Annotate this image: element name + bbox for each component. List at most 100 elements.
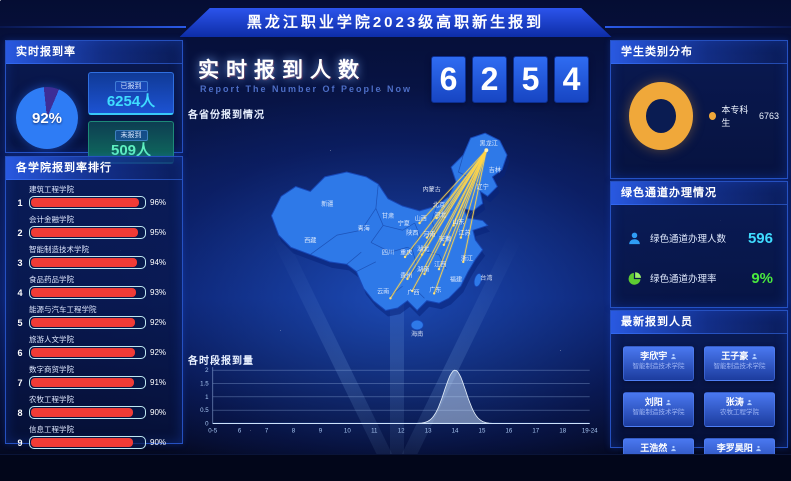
college-rank-row: 智能制造技术学院 3 94% bbox=[15, 245, 173, 269]
rank-number: 1 bbox=[17, 197, 23, 208]
rank-number: 9 bbox=[17, 437, 23, 448]
rank-percent: 93% bbox=[150, 288, 167, 297]
rank-bar-track bbox=[29, 346, 146, 359]
rank-bar-fill bbox=[31, 318, 135, 327]
college-rank-row: 能源与汽车工程学院 5 92% bbox=[15, 305, 173, 329]
x-tick-label: 16 bbox=[505, 428, 512, 435]
province-label: 辽宁 bbox=[477, 183, 489, 191]
person-name: 王浩然 bbox=[624, 442, 693, 454]
x-tick-label: 19-24 bbox=[582, 428, 598, 435]
province-label: 新疆 bbox=[321, 200, 333, 208]
pie-icon bbox=[628, 271, 642, 285]
unregistered-value: 509人 bbox=[110, 142, 152, 159]
student-icon bbox=[747, 399, 753, 406]
registered-stat-box: 已报到 6254人 bbox=[88, 72, 174, 115]
college-rank-row: 食品药品学院 4 93% bbox=[15, 275, 173, 299]
flow-line bbox=[407, 149, 487, 280]
x-tick-label: 9 bbox=[319, 428, 323, 435]
college-name: 农牧工程学院 bbox=[29, 395, 74, 404]
panel-student-category: 学生类别分布 本专科生 6763 bbox=[610, 40, 788, 179]
rank-bar-fill bbox=[31, 198, 140, 207]
rank-bar-track bbox=[29, 316, 146, 329]
rank-bar-track bbox=[29, 256, 146, 269]
flow-line bbox=[460, 150, 487, 238]
registered-value: 6254人 bbox=[106, 93, 156, 110]
person-name: 刘阳 bbox=[624, 396, 693, 408]
category-legend-item[interactable]: 本专科生 6763 bbox=[709, 103, 779, 129]
province-label: 山西 bbox=[415, 215, 427, 223]
y-tick-label: 0.5 bbox=[200, 407, 209, 414]
header-bar: 黑龙江职业学院2023级高职新生报到 bbox=[0, 5, 791, 39]
flow-endpoint-dot bbox=[418, 221, 421, 225]
rank-bar-fill bbox=[31, 438, 133, 447]
green-channel-rate-label: 绿色通道办理率 bbox=[650, 274, 717, 285]
center-subtitle: Report The Number Of People Now bbox=[200, 84, 413, 94]
college-name: 数字商贸学院 bbox=[29, 365, 74, 374]
panel-green-channel: 绿色通道办理情况 绿色通道办理人数 596 绿色通道办理率 9% bbox=[610, 181, 788, 308]
rank-bar-fill bbox=[31, 408, 133, 417]
rank-bar-fill bbox=[31, 228, 139, 237]
flow-origin-dot bbox=[484, 148, 489, 153]
latest-person-card[interactable]: 王子豪 智能制造技术学院 bbox=[704, 346, 775, 381]
province-label: 北京 bbox=[433, 201, 445, 209]
rank-bar-track bbox=[29, 376, 146, 389]
rank-bar-fill bbox=[31, 288, 137, 297]
province-label: 河北 bbox=[434, 211, 446, 219]
college-rank-row: 建筑工程学院 1 96% bbox=[15, 185, 173, 209]
college-rank-row: 数字商贸学院 7 91% bbox=[15, 365, 173, 389]
province-label: 重庆 bbox=[400, 249, 412, 257]
flow-endpoint-dot bbox=[462, 260, 465, 264]
rank-percent: 90% bbox=[150, 408, 167, 417]
rank-bar-fill bbox=[31, 348, 135, 357]
latest-person-card[interactable]: 张涛 农牧工程学院 bbox=[704, 392, 775, 427]
rank-bar-track bbox=[29, 406, 146, 419]
province-label: 四川 bbox=[382, 250, 394, 257]
rank-number: 8 bbox=[17, 407, 23, 418]
province-label: 贵州 bbox=[400, 272, 412, 280]
rank-number: 2 bbox=[17, 227, 23, 238]
footer-strip bbox=[0, 454, 791, 481]
flow-line bbox=[411, 149, 487, 292]
x-tick-label: 6 bbox=[238, 428, 242, 435]
x-tick-label: 14 bbox=[452, 428, 459, 435]
counter-digit: 4 bbox=[554, 56, 589, 103]
flow-endpoint-dot bbox=[411, 289, 414, 293]
rank-bar-track bbox=[29, 436, 146, 449]
province-label: 云南 bbox=[377, 287, 389, 295]
panel-student-category-title: 学生类别分布 bbox=[611, 41, 787, 64]
rank-number: 4 bbox=[17, 287, 23, 298]
province-label: 黑龙江 bbox=[480, 139, 498, 147]
header-banner: 黑龙江职业学院2023级高职新生报到 bbox=[179, 8, 612, 37]
rank-percent: 91% bbox=[150, 378, 167, 387]
x-tick-label: 8 bbox=[292, 428, 296, 435]
x-tick-label: 10 bbox=[344, 428, 351, 435]
category-donut-chart bbox=[629, 82, 694, 150]
latest-person-card[interactable]: 刘阳 智能制造技术学院 bbox=[623, 392, 694, 427]
flow-line bbox=[424, 149, 487, 275]
flow-endpoint-dot bbox=[435, 216, 438, 220]
rank-bar-track bbox=[29, 196, 146, 209]
green-channel-rate-row: 绿色通道办理率 9% bbox=[627, 263, 773, 293]
panel-realtime-rate: 实时报到率 92% 已报到 6254人 未报到 509人 bbox=[5, 40, 183, 164]
panel-realtime-rate-title: 实时报到率 bbox=[6, 41, 182, 64]
person-name: 王子豪 bbox=[705, 350, 774, 362]
x-tick-label: 11 bbox=[371, 428, 378, 435]
college-rank-row: 旅游人文学院 6 92% bbox=[15, 335, 173, 359]
x-tick-label: 13 bbox=[425, 428, 432, 435]
flow-line bbox=[433, 149, 487, 294]
rank-number: 3 bbox=[17, 257, 23, 268]
person-name: 李罗昊阳 bbox=[705, 442, 774, 454]
person-name: 李欣宇 bbox=[624, 350, 693, 362]
counter-digit: 2 bbox=[472, 56, 507, 103]
panel-latest-arrivals-title: 最新报到人员 bbox=[611, 311, 787, 334]
rank-percent: 92% bbox=[150, 348, 167, 357]
person-dept: 农牧工程学院 bbox=[720, 409, 759, 416]
x-tick-label: 15 bbox=[479, 428, 486, 435]
flow-line bbox=[390, 149, 487, 299]
latest-person-card[interactable]: 李欣宇 智能制造技术学院 bbox=[623, 346, 694, 381]
province-label: 山东 bbox=[452, 218, 464, 226]
legend-dot bbox=[709, 112, 717, 120]
student-icon bbox=[756, 445, 762, 452]
flow-endpoint-dot bbox=[459, 236, 463, 239]
